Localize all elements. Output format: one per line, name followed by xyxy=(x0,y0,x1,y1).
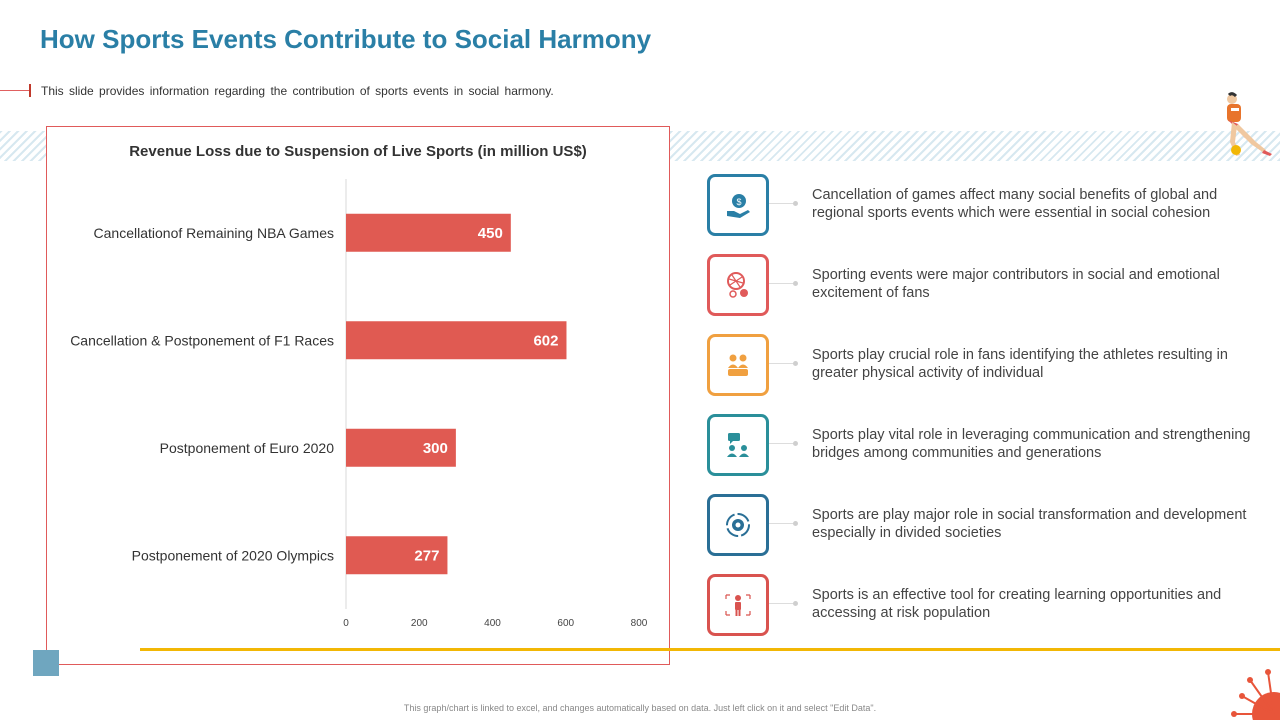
connector-dot xyxy=(793,441,798,446)
connector-line xyxy=(769,603,795,604)
svg-text:$: $ xyxy=(736,197,741,207)
subtitle-tick xyxy=(29,84,31,97)
connector-line xyxy=(769,283,795,284)
person-arrows-icon xyxy=(725,594,751,616)
connector-dot xyxy=(793,601,798,606)
chart-panel: Revenue Loss due to Suspension of Live S… xyxy=(46,126,670,665)
money-hand-icon: $ xyxy=(727,194,750,218)
item-2-icon-box xyxy=(707,254,769,316)
x-tick-label: 800 xyxy=(631,618,648,629)
item-4-icon-box xyxy=(707,414,769,476)
connector-line xyxy=(769,443,795,444)
connector-dot xyxy=(793,521,798,526)
x-tick-label: 200 xyxy=(411,618,428,629)
slide-subtitle: This slide provides information regardin… xyxy=(41,84,554,98)
item-5: Sports are play major role in social tra… xyxy=(707,494,1267,556)
item-1-text: Cancellation of games affect many social… xyxy=(812,187,1218,221)
item-4: Sports play vital role in leveraging com… xyxy=(707,414,1267,476)
footer-note: This graph/chart is linked to excel, and… xyxy=(403,703,877,713)
x-tick-label: 0 xyxy=(343,618,349,629)
category-label: Cancellation & Postponement of F1 Races xyxy=(70,332,334,348)
bar xyxy=(346,213,511,252)
chart-title: Revenue Loss due to Suspension of Live S… xyxy=(129,143,587,160)
item-5-text: Sports are play major role in social tra… xyxy=(812,507,1247,541)
x-tick-label: 400 xyxy=(484,618,501,629)
item-3-icon-box xyxy=(707,334,769,396)
virus-icon xyxy=(1231,669,1280,720)
chat-people-icon xyxy=(727,433,749,457)
bar xyxy=(346,536,448,575)
item-6-icon-box xyxy=(707,574,769,636)
bar-value-label: 602 xyxy=(533,332,558,349)
subtitle-line xyxy=(0,90,30,91)
item-6: Sports is an effective tool for creating… xyxy=(707,574,1267,636)
bar-value-label: 277 xyxy=(414,547,439,564)
slide-title: How Sports Events Contribute to Social H… xyxy=(40,24,652,54)
gear-cycle-icon xyxy=(726,513,750,537)
connector-line xyxy=(769,203,795,204)
connector-dot xyxy=(793,281,798,286)
bar-value-label: 300 xyxy=(423,440,448,457)
item-1: $ Cancellation of games affect many soci… xyxy=(707,174,1267,236)
item-2-text: Sporting events were major contributors … xyxy=(812,267,1220,301)
item-5-icon-box xyxy=(707,494,769,556)
bar xyxy=(346,428,456,467)
item-3-text: Sports play crucial role in fans identif… xyxy=(812,347,1228,381)
item-4-text: Sports play vital role in leveraging com… xyxy=(812,427,1251,461)
football-player-icon xyxy=(1227,92,1272,156)
category-label: Postponement of Euro 2020 xyxy=(160,440,335,456)
corner-square xyxy=(33,650,59,676)
x-tick-label: 600 xyxy=(557,618,574,629)
bar xyxy=(346,321,567,360)
people-group-icon xyxy=(728,354,748,376)
connector-line xyxy=(769,363,795,364)
bar-value-label: 450 xyxy=(478,225,503,242)
item-1-icon-box: $ xyxy=(707,174,769,236)
connector-line xyxy=(769,523,795,524)
item-2: Sporting events were major contributors … xyxy=(707,254,1267,316)
item-3: Sports play crucial role in fans identif… xyxy=(707,334,1267,396)
connector-dot xyxy=(793,201,798,206)
bar-chart: 450 Cancellationof Remaining NBA Games 602… xyxy=(70,179,648,629)
category-label: Cancellationof Remaining NBA Games xyxy=(94,225,334,241)
connector-dot xyxy=(793,361,798,366)
category-label: Postponement of 2020 Olympics xyxy=(132,547,334,563)
item-6-text: Sports is an effective tool for creating… xyxy=(812,587,1222,621)
sports-balls-icon xyxy=(727,272,748,298)
accent-line xyxy=(140,648,1280,651)
